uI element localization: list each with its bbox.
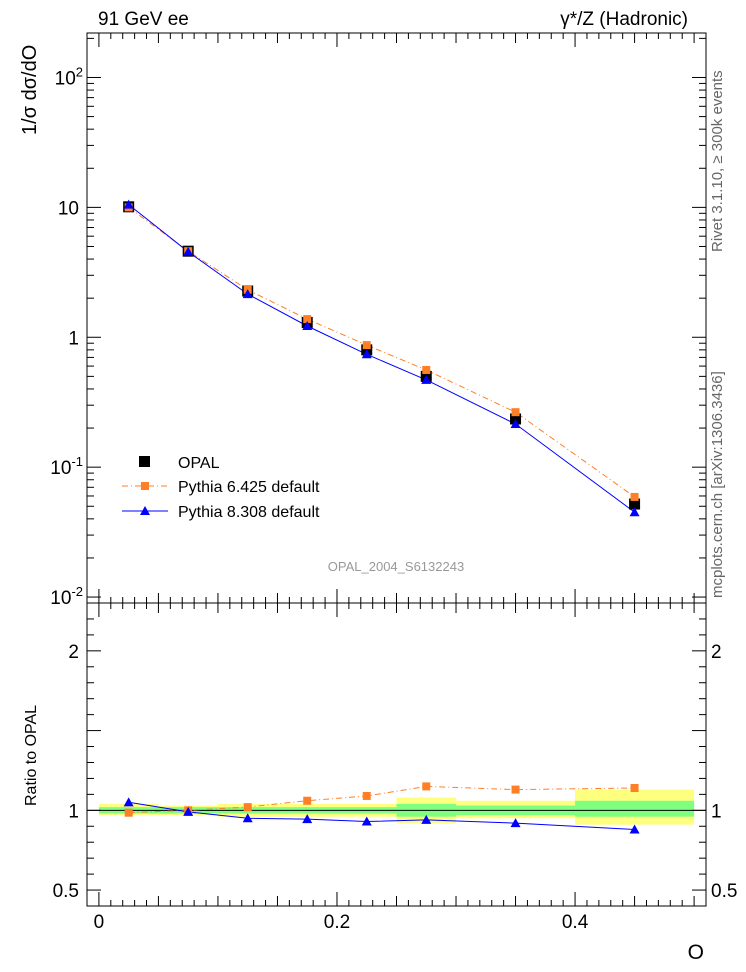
ratio-pythia8-point: [361, 816, 372, 826]
ratio-plot-frame: [86, 602, 707, 907]
pythia6-point: [422, 365, 431, 374]
ratio-pythia6-point: [630, 783, 639, 792]
ratio-pythia8-point: [123, 797, 134, 807]
ratio-pythia6-point: [303, 796, 312, 805]
pythia6-point: [303, 315, 312, 324]
main-y-tick-label: 10: [58, 198, 79, 219]
ratio-pythia8-point: [629, 824, 640, 834]
pythia6-point: [630, 492, 639, 501]
ratio-y-tick-label-left: 2: [68, 642, 79, 663]
pythia8-point: [421, 374, 432, 384]
ratio-pythia6-point: [422, 782, 431, 791]
pythia8-point: [123, 199, 134, 209]
opal-data-point: [629, 498, 641, 510]
legend-marker-pythia8: [140, 506, 150, 515]
ratio-pythia6-point: [511, 785, 520, 794]
ratio-y-tick-label-right: 2: [711, 642, 722, 663]
mcplots-reference-label: mcplots.cern.ch [arXiv:1306.3436]: [709, 371, 726, 598]
ratio-pythia6-line: [128, 785, 635, 814]
legend-label-pythia6: Pythia 6.425 default: [178, 479, 320, 496]
header-left: 91 GeV ee: [98, 9, 189, 30]
analysis-watermark: OPAL_2004_S6132243: [328, 559, 464, 574]
ratio-uncertainty-bands: [87, 789, 706, 825]
ratio-pythia8-point: [421, 814, 432, 824]
ratio-y-tick-label-right: 1: [711, 801, 722, 822]
main-y-axis-label: 1/σ dσ/dO: [19, 45, 41, 135]
pythia8-point: [242, 289, 253, 299]
pythia8-line: [128, 204, 635, 513]
ratio-pythia8-point: [510, 818, 521, 828]
x-tick-label: 0.2: [324, 912, 350, 933]
ratio-pythia8-line: [128, 801, 635, 830]
ratio-pythia8-point: [302, 814, 313, 824]
main-y-tick-label: 1: [68, 328, 79, 349]
legend-marker-opal: [139, 456, 150, 467]
ratio-band-inner: [575, 800, 695, 817]
x-axis-label: O: [688, 941, 704, 964]
ratio-pythia8-point: [242, 813, 253, 823]
header-right: γ*/Z (Hadronic): [560, 9, 688, 30]
legend-marker-pythia6: [141, 482, 149, 490]
ratio-pythia6-point: [362, 791, 371, 800]
pythia8-point: [302, 321, 313, 331]
pythia6-point: [511, 408, 520, 417]
legend-label-pythia8: Pythia 8.308 default: [178, 504, 320, 521]
x-tick-label: 0.4: [562, 912, 589, 933]
pythia8-point: [629, 507, 640, 517]
ratio-pythia6-point: [124, 808, 133, 817]
pythia8-point: [510, 418, 521, 428]
x-tick-label: 0: [94, 912, 105, 933]
axes: 10-2 10-1 1 10 102 0 0.2 0.4 0.5 0.5 1 1 2 2: [50, 33, 737, 933]
ratio-y-tick-label-left: 0.5: [53, 881, 79, 902]
ratio-y-tick-label-left: 1: [68, 801, 79, 822]
main-y-tick-label: 10-1: [50, 454, 83, 479]
ratio-pythia6-point: [243, 803, 252, 812]
pythia8-point: [361, 349, 372, 359]
ratio-y-tick-label-right: 0.5: [711, 881, 737, 902]
pythia6-point: [362, 341, 371, 350]
main-series: [123, 199, 641, 517]
pythia6-line: [128, 206, 635, 498]
ratio-y-axis-label: Ratio to OPAL: [23, 705, 40, 806]
main-y-tick-label: 102: [55, 64, 83, 89]
ratio-pythia8-point: [183, 806, 194, 816]
rivet-version-label: Rivet 3.1.10, ≥ 300k events: [709, 70, 726, 252]
main-y-tick-label: 10-2: [50, 584, 83, 609]
ratio-series: [123, 782, 640, 834]
opal-data-point: [510, 413, 522, 425]
legend: OPAL Pythia 6.425 default Pythia 8.308 d…: [122, 455, 320, 521]
legend-label-opal: OPAL: [178, 455, 220, 472]
pythia8-point: [183, 246, 194, 256]
